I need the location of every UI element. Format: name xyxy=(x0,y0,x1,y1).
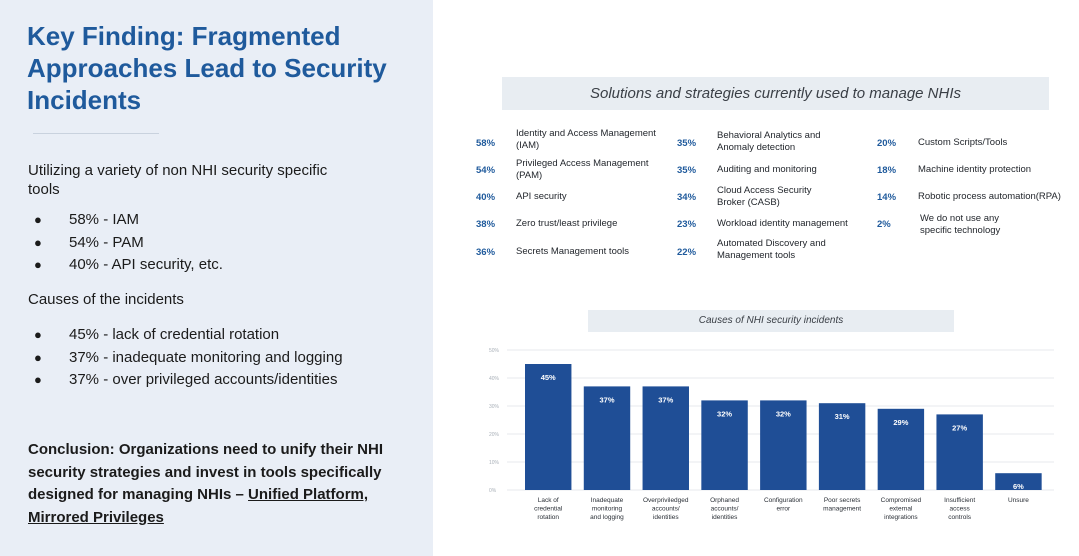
bullet-icon: ● xyxy=(34,349,42,365)
tools-intro: Utilizing a variety of non NHI security … xyxy=(28,162,328,198)
solution-pct: 22% xyxy=(677,247,697,258)
bar xyxy=(642,386,689,490)
bar-value-label: 32% xyxy=(776,409,791,418)
solution-label: Machine identity protection xyxy=(918,164,1032,175)
solution-label: Privileged Access Management (PAM) xyxy=(516,158,649,181)
list-item: ● 40% - API security, etc. xyxy=(34,254,223,277)
x-tick-label: Configuration error xyxy=(764,497,803,513)
chart-title: Causes of NHI security incidents xyxy=(698,315,844,326)
slide-title: Key Finding: Fragmented Approaches Lead … xyxy=(27,21,387,115)
solution-label: Cloud Access Security Broker (CASB) xyxy=(717,185,812,208)
list-item: ● 37% - over privileged accounts/identiti… xyxy=(34,369,343,392)
y-tick-label: 40% xyxy=(489,376,500,382)
bar xyxy=(583,386,631,490)
solution-label: Behavioral Analytics and Anomaly detecti… xyxy=(717,130,821,153)
x-tick-label: Insufficient access controls xyxy=(944,497,975,521)
x-tick-label: Overpriviledged accounts/identities xyxy=(643,497,689,521)
bullet-icon: ● xyxy=(34,327,42,342)
title-divider xyxy=(33,133,159,134)
y-tick-label: 20% xyxy=(489,432,500,438)
bar-value-label: 37% xyxy=(599,395,614,404)
solution-pct: 34% xyxy=(677,192,697,203)
causes-bar-chart: 0% 10% 20% 30% 40% 50% 45% Lack of credential rot… xyxy=(489,348,1054,521)
solution-pct: 40% xyxy=(476,192,496,203)
x-tick-label: Compromised external integrations xyxy=(881,497,922,521)
solution-pct: 14% xyxy=(877,192,897,203)
solution-label: Workload identity management xyxy=(717,218,848,229)
list-item: ● 37% - inadequate monitoring and logging xyxy=(34,347,343,370)
solution-label: Automated Discovery and Management tools xyxy=(717,238,826,261)
list-item: ● 45% - lack of credential rotation xyxy=(34,324,343,347)
y-tick-label: 30% xyxy=(489,404,500,410)
bar-value-label: 31% xyxy=(835,412,850,421)
causes-banner: Causes of NHI security incidents xyxy=(588,310,954,332)
causes-heading: Causes of the incidents xyxy=(28,291,184,308)
list-item: ● 58% - IAM xyxy=(34,209,223,232)
solution-pct: 2% xyxy=(877,219,891,230)
solution-label: Identity and Access Management (IAM) xyxy=(516,128,656,151)
causes-list: ● 45% - lack of credential rotation ● 37% … xyxy=(34,324,343,392)
bullet-icon: ● xyxy=(34,234,42,250)
bullet-icon: ● xyxy=(34,372,42,387)
solution-pct: 20% xyxy=(877,138,897,149)
solution-label: We do not use any specific technology xyxy=(920,213,1001,236)
y-tick-label: 0% xyxy=(489,488,497,494)
solution-label: Auditing and monitoring xyxy=(717,164,817,175)
solution-label: Custom Scripts/Tools xyxy=(918,137,1008,148)
solution-pct: 35% xyxy=(677,138,697,149)
solution-label: Secrets Management tools xyxy=(516,246,630,257)
bar xyxy=(701,400,748,490)
conclusion: Conclusion: Organizations need to unify … xyxy=(28,439,393,529)
x-tick-label: Unsure xyxy=(1008,497,1029,504)
bar-value-label: 32% xyxy=(717,409,732,418)
solution-pct: 36% xyxy=(476,247,496,258)
conclusion-text: Conclusion: Organizations need to unify … xyxy=(28,441,384,503)
y-tick-label: 50% xyxy=(489,348,500,354)
bar xyxy=(525,364,572,490)
bar-value-label: 45% xyxy=(541,373,556,382)
bar-value-label: 27% xyxy=(952,423,967,432)
bullet-icon: ● xyxy=(34,257,42,272)
bullet-icon: ● xyxy=(34,212,42,227)
x-tick-label: Lack of credential rotation xyxy=(534,497,563,521)
solution-label: Robotic process automation(RPA) xyxy=(918,191,1061,202)
solution-pct: 18% xyxy=(877,165,897,176)
x-tick-label: Orphaned accounts/identities xyxy=(710,497,739,521)
bar-value-label: 37% xyxy=(658,395,673,404)
conclusion-link[interactable]: Unified Platform, Mirrored Privileges xyxy=(28,486,369,526)
y-tick-label: 10% xyxy=(489,460,500,466)
bar xyxy=(818,403,866,490)
bar xyxy=(760,400,807,490)
solutions-title: Solutions and strategies currently used … xyxy=(589,85,962,102)
solution-pct: 23% xyxy=(677,219,697,230)
x-tick-label: Poor secrets management xyxy=(823,497,861,513)
bar-value-label: 29% xyxy=(893,418,908,427)
bar xyxy=(936,414,983,490)
solution-pct: 58% xyxy=(476,138,496,149)
left-panel: Key Finding: Fragmented Approaches Lead … xyxy=(0,0,433,556)
list-item: ● 54% - PAM xyxy=(34,232,223,255)
solution-pct: 54% xyxy=(476,165,496,176)
bar xyxy=(995,473,1042,490)
x-tick-label: Inadequate monitoring and logging xyxy=(590,497,624,521)
bar-value-label: 6% xyxy=(1013,482,1024,491)
solutions-banner: Solutions and strategies currently used … xyxy=(502,77,1049,110)
solution-pct: 38% xyxy=(476,219,496,230)
solution-label: API security xyxy=(516,191,567,202)
tools-list: ● 58% - IAM ● 54% - PAM ● 40% - API securit… xyxy=(34,209,223,277)
bar xyxy=(877,408,925,490)
solution-label: Zero trust/least privilege xyxy=(516,218,618,229)
solution-pct: 35% xyxy=(677,165,697,176)
